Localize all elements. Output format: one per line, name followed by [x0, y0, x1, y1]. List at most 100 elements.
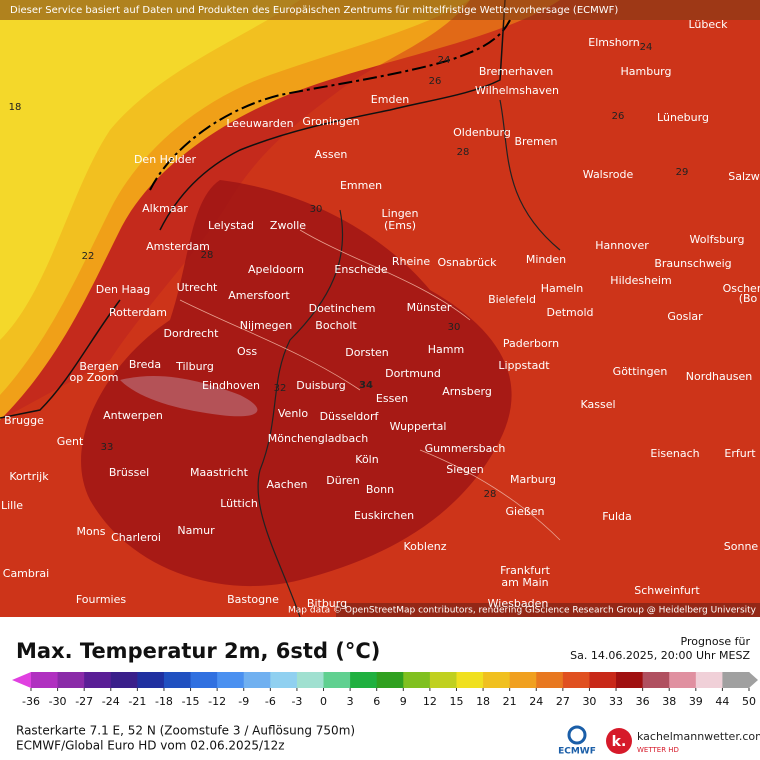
city-label: Emmen — [340, 179, 382, 192]
attribution-bar — [336, 603, 760, 617]
contour-label: 24 — [438, 55, 451, 66]
city-label: Detmold — [546, 306, 593, 319]
legend-tick-label: 9 — [400, 695, 407, 708]
city-label: Hameln — [541, 282, 584, 295]
map-title: Max. Temperatur 2m, 6std (°C) — [16, 639, 380, 663]
contour-label: 33 — [101, 442, 114, 453]
coastline-islands — [149, 19, 511, 191]
legend-tick-label: 39 — [689, 695, 703, 708]
legend-swatch — [270, 672, 298, 688]
legend-tick-label: -27 — [75, 695, 93, 708]
legend-swatch — [323, 672, 351, 688]
city-label: am Main — [501, 576, 548, 589]
city-label: Duisburg — [296, 379, 346, 392]
city-label: Brüssel — [109, 466, 149, 479]
city-label: (Ems) — [384, 219, 416, 232]
city-label: Aachen — [266, 478, 307, 491]
legend-swatch — [31, 672, 59, 688]
city-label: Oss — [237, 345, 257, 358]
city-label: Venlo — [278, 407, 308, 420]
legend-swatch — [350, 672, 378, 688]
legend-swatch — [616, 672, 644, 688]
legend-tick-label: 36 — [636, 695, 650, 708]
kachelmann-icon — [606, 728, 632, 754]
legend-tick-label: -6 — [265, 695, 276, 708]
city-label: Essen — [376, 392, 408, 405]
city-label: Fourmies — [76, 593, 127, 606]
city-label: Gummersbach — [425, 442, 506, 455]
city-label: Charleroi — [111, 531, 161, 544]
city-label: Eisenach — [650, 447, 699, 460]
contour-label: 22 — [82, 251, 95, 262]
city-label: Schweinfurt — [634, 584, 700, 597]
contour-label: 18 — [9, 102, 22, 113]
legend-tick-label: 38 — [662, 695, 676, 708]
city-label: Bergen — [79, 360, 118, 373]
city-label: Eindhoven — [202, 379, 260, 392]
contour-label: 26 — [429, 76, 442, 87]
city-label: Kortrijk — [9, 470, 49, 483]
model-info: ECMWF/Global Euro HD vom 02.06.2025/12z — [16, 739, 285, 753]
legend-swatch — [509, 672, 537, 688]
city-label: Breda — [129, 358, 161, 371]
city-label: Bielefeld — [488, 293, 536, 306]
legend-tick-label: -18 — [155, 695, 173, 708]
city-label: Rotterdam — [109, 306, 167, 319]
contour-label: 28 — [457, 147, 470, 158]
city-label: Lingen — [382, 207, 419, 220]
borders — [257, 99, 561, 618]
city-label: Dortmund — [385, 367, 441, 380]
legend-swatch — [536, 672, 564, 688]
city-label: Lüneburg — [657, 111, 709, 124]
city-label: Hamburg — [621, 65, 672, 78]
contour-label: 29 — [676, 167, 689, 178]
cool-sea — [0, 0, 300, 340]
city-label: Utrecht — [177, 281, 218, 294]
legend-arrow-right — [749, 672, 758, 688]
city-label: Nijmegen — [240, 319, 293, 332]
contour-label: 32 — [274, 383, 287, 394]
city-label: (Bo — [739, 292, 758, 305]
city-label: Siegen — [446, 463, 484, 476]
city-label: Brugge — [4, 414, 44, 427]
legend-tick-label: -15 — [182, 695, 200, 708]
city-label: Den Haag — [96, 283, 150, 296]
city-label: Köln — [355, 453, 378, 466]
legend-swatch — [137, 672, 165, 688]
legend-tick-label: 24 — [529, 695, 543, 708]
legend-swatch — [296, 672, 325, 688]
color-legend: -36 -30 -27 -24 -21 -18 -15 -12 -9 -6 -3 0 3 6 9 12 15 18… — [12, 672, 758, 708]
legend-swatch — [163, 672, 192, 688]
city-label: Doetinchem — [309, 302, 376, 315]
city-label: Maastricht — [190, 466, 249, 479]
city-label: Hamm — [428, 343, 464, 356]
grid-info: Rasterkarte 7.1 E, 52 N (Zoomstufe 3 / A… — [16, 724, 355, 738]
city-label: Göttingen — [613, 365, 668, 378]
city-label: Cambrai — [3, 567, 49, 580]
ecmwf-icon — [567, 725, 587, 745]
city-label: Gent — [57, 435, 84, 448]
legend-tick-label: 50 — [742, 695, 756, 708]
city-label: Walsrode — [583, 168, 634, 181]
city-label: Euskirchen — [354, 509, 414, 522]
legend-tick-label: 44 — [715, 695, 729, 708]
legend-tick-label: 33 — [609, 695, 623, 708]
notice: Dieser Service basiert auf Daten und Pro… — [10, 5, 618, 16]
city-label: Salzw — [728, 170, 760, 183]
forecast-time: Sa. 14.06.2025, 20:00 Uhr MESZ — [570, 649, 750, 662]
contour-label: 24 — [640, 42, 653, 53]
city-label: Bitburg — [307, 597, 347, 610]
city-label: Den Helder — [134, 153, 197, 166]
legend-arrow-left — [12, 672, 31, 688]
city-label: Leeuwarden — [226, 117, 293, 130]
legend-swatch — [376, 672, 404, 688]
city-label: Minden — [526, 253, 566, 266]
legend-swatch — [589, 672, 617, 688]
legend-swatch — [456, 672, 484, 688]
city-label: Osnabrück — [438, 256, 498, 269]
hot-core — [81, 180, 512, 587]
city-label: Kassel — [580, 398, 615, 411]
forecast-label: Prognose für — [681, 635, 751, 648]
city-label: Erfurt — [724, 447, 756, 460]
legend-swatch — [483, 672, 511, 688]
